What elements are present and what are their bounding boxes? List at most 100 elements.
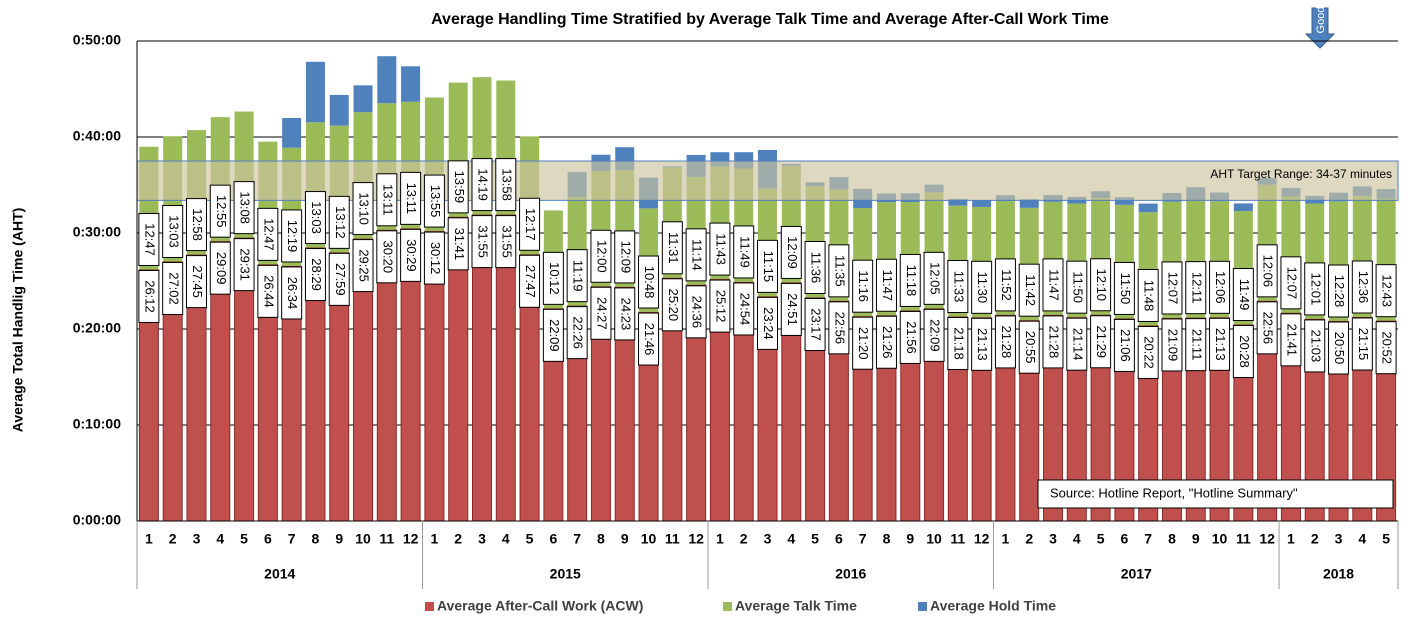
data-label: 26:44: [261, 275, 276, 308]
data-label: 13:08: [238, 191, 253, 224]
label-box: [1161, 261, 1183, 315]
data-label: 10:12: [547, 262, 562, 295]
label-box: [519, 254, 541, 308]
legend-label: Average Hold Time: [930, 598, 1056, 614]
x-tick-label: 2: [740, 531, 748, 547]
legend-swatch: [425, 602, 434, 611]
label-box: [185, 255, 207, 309]
y-tick-label: 0:30:00: [73, 224, 121, 240]
data-label: 14:19: [476, 168, 491, 201]
label-box: [1375, 264, 1397, 318]
label-box: [1256, 301, 1278, 355]
data-label: 29:09: [214, 252, 229, 285]
data-label: 11:47: [1047, 269, 1062, 301]
x-tick-label: 8: [883, 531, 891, 547]
data-label: 11:50: [1070, 271, 1085, 303]
data-label: 21:11: [1189, 329, 1204, 361]
data-label: 11:52: [999, 269, 1014, 301]
source-box: [1037, 479, 1394, 509]
data-label: 11:14: [690, 239, 705, 271]
x-tick-label: 3: [764, 531, 772, 547]
data-label: 12:06: [1213, 271, 1228, 304]
label-box: [376, 230, 398, 284]
data-label: 12:07: [1166, 272, 1181, 305]
label-box: [614, 230, 636, 284]
x-tick-label: 2: [454, 531, 462, 547]
label-box: [971, 317, 993, 371]
legend-swatch: [723, 602, 732, 611]
data-label: 13:03: [166, 215, 181, 248]
data-label: 12:47: [142, 223, 157, 256]
data-label: 20:52: [1380, 331, 1395, 364]
data-label: 12:07: [1284, 267, 1299, 300]
x-tick-label: 5: [1382, 531, 1390, 547]
x-group-label: 2016: [835, 566, 866, 582]
label-box: [162, 204, 184, 258]
data-label: 10:48: [642, 266, 657, 299]
x-tick-label: 5: [1097, 531, 1105, 547]
data-label: 23:24: [761, 307, 776, 340]
x-tick-label: 3: [1335, 531, 1343, 547]
data-label: 21:06: [1118, 329, 1133, 362]
label-box: [566, 306, 588, 360]
data-label: 27:59: [333, 263, 348, 296]
data-label: 24:36: [690, 296, 705, 329]
label-box: [1351, 317, 1373, 371]
y-tick-label: 0:10:00: [73, 416, 121, 432]
x-tick-label: 4: [1073, 531, 1081, 547]
x-tick-label: 8: [312, 531, 320, 547]
label-box: [947, 260, 969, 314]
x-tick-label: 12: [1259, 531, 1275, 547]
label-box: [661, 278, 683, 332]
x-tick-label: 10: [1212, 531, 1228, 547]
data-label: 12:11: [1189, 272, 1204, 304]
label-box: [875, 315, 897, 369]
data-label: 20:22: [1142, 336, 1157, 369]
bar-segment: [948, 198, 968, 206]
bar-segment: [282, 117, 302, 148]
data-label: 21:03: [1308, 330, 1323, 363]
data-label: 13:10: [357, 192, 372, 225]
data-label: 21:29: [1094, 325, 1109, 358]
label-box: [138, 269, 160, 323]
x-tick-label: 7: [859, 531, 867, 547]
x-tick-label: 1: [716, 531, 724, 547]
data-label: 21:28: [999, 326, 1014, 359]
data-label: 31:41: [452, 228, 467, 261]
x-tick-label: 7: [288, 531, 296, 547]
label-box: [471, 215, 493, 269]
x-tick-label: 4: [1358, 531, 1366, 547]
x-tick-label: 11: [950, 531, 965, 547]
label-box: [423, 174, 445, 228]
x-tick-label: 4: [502, 531, 510, 547]
label-box: [185, 198, 207, 252]
data-label: 11:42: [1023, 274, 1038, 306]
x-tick-label: 3: [478, 531, 486, 547]
data-label: 11:19: [571, 260, 586, 292]
bar-segment: [377, 56, 397, 104]
label-box: [828, 244, 850, 298]
label-box: [852, 316, 874, 370]
label-box: [1137, 268, 1159, 322]
label-box: [994, 258, 1016, 312]
label-box: [757, 239, 778, 293]
data-label: 20:28: [1237, 335, 1252, 368]
x-tick-label: 7: [1144, 531, 1152, 547]
y-tick-label: 0:50:00: [73, 32, 121, 48]
data-label: 11:16: [856, 270, 871, 302]
data-label: 21:56: [904, 321, 919, 354]
label-box: [899, 310, 921, 364]
label-box: [447, 217, 469, 271]
data-label: 24:23: [618, 298, 633, 331]
label-box: [614, 287, 636, 341]
label-box: [304, 191, 326, 245]
label-box: [1280, 256, 1302, 310]
label-box: [1113, 261, 1135, 315]
label-box: [1232, 325, 1254, 379]
data-label: 21:28: [1047, 326, 1062, 359]
chart-title: Average Handling Time Stratified by Aver…: [431, 11, 1109, 28]
label-box: [281, 266, 303, 320]
data-label: 13:58: [499, 168, 514, 201]
bar-segment: [1114, 197, 1134, 205]
label-box: [233, 238, 255, 292]
